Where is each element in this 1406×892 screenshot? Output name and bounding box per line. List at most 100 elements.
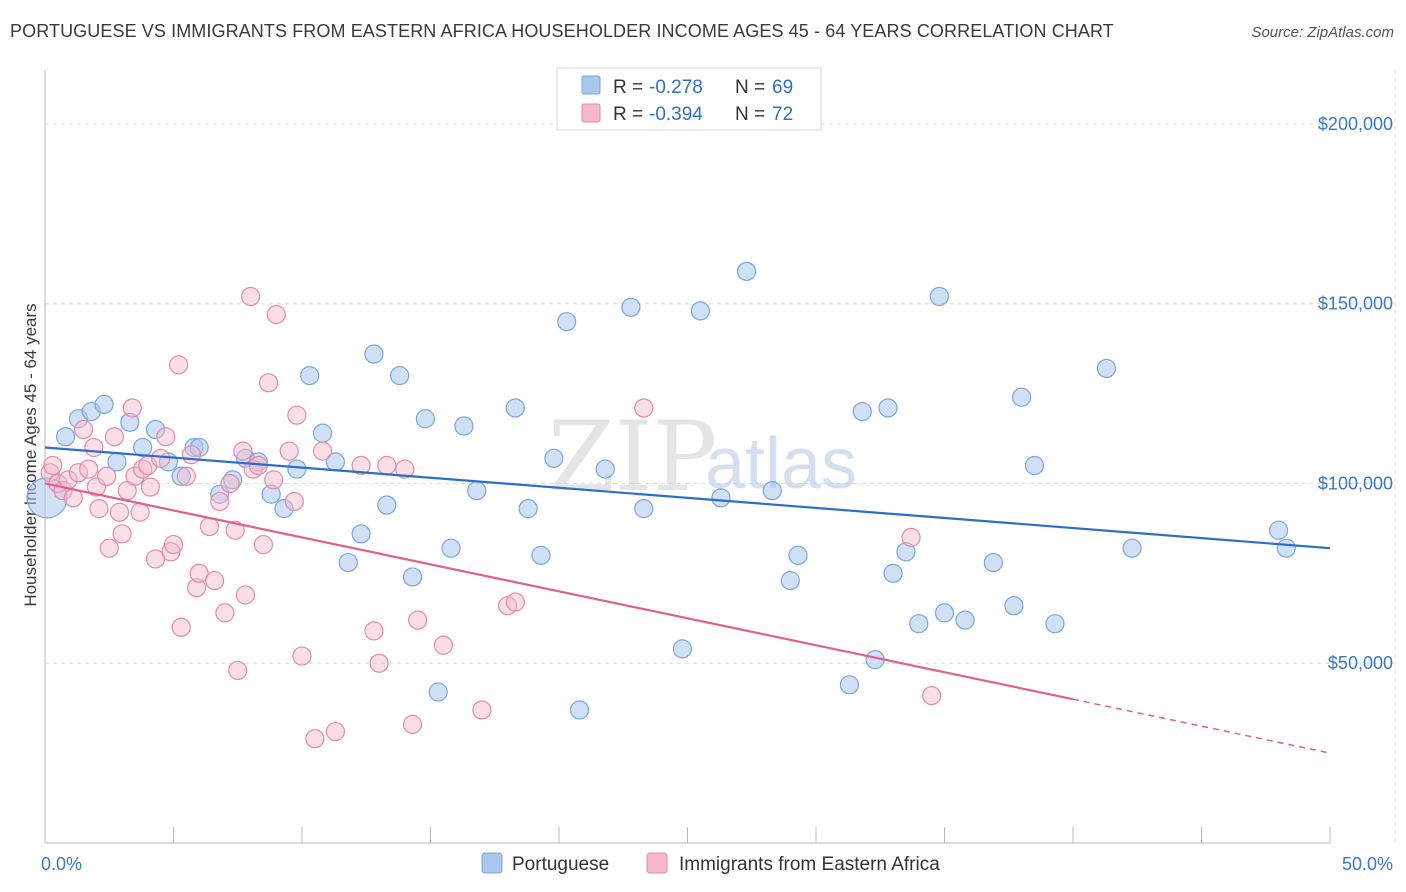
- x-tick-label: 0.0%: [41, 854, 82, 874]
- point-eastern-africa: [205, 570, 225, 591]
- point-eastern-africa: [279, 441, 299, 461]
- point-portuguese: [737, 261, 757, 281]
- point-portuguese: [896, 542, 916, 562]
- legend-swatch-portuguese: [581, 75, 601, 95]
- point-eastern-africa: [97, 466, 117, 486]
- point-eastern-africa: [109, 502, 130, 522]
- point-eastern-africa: [228, 660, 248, 681]
- point-eastern-africa: [225, 520, 245, 540]
- point-portuguese: [274, 499, 294, 519]
- point-portuguese: [1045, 614, 1065, 634]
- point-eastern-africa: [156, 427, 176, 447]
- watermark-zip: ZIP: [548, 401, 717, 513]
- point-eastern-africa: [130, 502, 150, 522]
- point-eastern-africa: [189, 563, 209, 583]
- point-portuguese: [1276, 538, 1296, 558]
- point-eastern-africa: [161, 542, 181, 562]
- point-eastern-africa: [89, 499, 109, 519]
- point-eastern-africa: [351, 455, 371, 476]
- point-eastern-africa: [171, 617, 191, 637]
- point-portuguese: [634, 499, 654, 519]
- point-eastern-africa: [215, 603, 235, 623]
- point-eastern-africa: [99, 538, 119, 558]
- point-eastern-africa: [253, 534, 274, 555]
- point-eastern-africa: [43, 455, 63, 476]
- point-portuguese: [544, 448, 564, 468]
- trend-line-eastern-africa-extension: [1072, 698, 1331, 754]
- point-portuguese: [441, 538, 461, 558]
- point-eastern-africa: [235, 585, 256, 605]
- point-portuguese: [402, 567, 423, 587]
- point-portuguese: [1011, 387, 1032, 407]
- point-eastern-africa: [40, 463, 60, 483]
- point-portuguese: [711, 488, 731, 508]
- legend-r-label-1: R =: [613, 77, 643, 98]
- point-eastern-africa: [634, 398, 654, 418]
- point-eastern-africa: [140, 477, 160, 497]
- point-eastern-africa: [181, 445, 202, 465]
- series-legend: Portuguese Immigrants from Eastern Afric…: [481, 852, 940, 875]
- point-eastern-africa: [73, 419, 94, 440]
- point-eastern-africa: [233, 441, 253, 461]
- point-portuguese: [189, 437, 209, 458]
- point-eastern-africa: [210, 491, 230, 512]
- point-portuguese: [1096, 358, 1117, 379]
- point-eastern-africa: [151, 448, 171, 468]
- point-eastern-africa: [305, 729, 325, 749]
- legend-swatch-eastern-africa: [581, 103, 601, 123]
- point-portuguese: [569, 700, 590, 720]
- point-portuguese: [1122, 538, 1142, 558]
- x-tick-labels: 0.0% 50.0%: [41, 854, 1393, 874]
- point-portuguese: [983, 552, 1003, 573]
- point-portuguese: [883, 563, 903, 583]
- point-eastern-africa: [258, 373, 279, 393]
- point-portuguese: [788, 545, 808, 565]
- point-eastern-africa: [433, 635, 453, 655]
- point-eastern-africa: [377, 455, 397, 476]
- y-tick-label: $200,000: [1318, 114, 1393, 134]
- bottom-legend-swatch-eastern-africa: [646, 852, 668, 874]
- point-portuguese: [55, 427, 76, 447]
- point-eastern-africa: [112, 524, 132, 544]
- point-portuguese: [505, 398, 525, 418]
- point-portuguese: [415, 409, 435, 429]
- point-eastern-africa: [266, 304, 286, 325]
- point-portuguese: [390, 366, 410, 386]
- point-portuguese: [120, 412, 140, 432]
- point-eastern-africa: [284, 491, 304, 512]
- point-portuguese: [145, 419, 166, 440]
- point-portuguese: [955, 610, 975, 630]
- point-portuguese: [852, 401, 872, 422]
- point-eastern-africa: [901, 527, 921, 547]
- point-portuguese: [364, 344, 384, 364]
- point-portuguese: [26, 477, 68, 519]
- point-portuguese: [780, 570, 800, 591]
- point-portuguese: [690, 301, 710, 321]
- y-axis-label: Householder Income Ages 45 - 64 years: [21, 303, 40, 606]
- point-eastern-africa: [369, 653, 389, 673]
- point-portuguese: [467, 481, 487, 501]
- point-portuguese: [454, 416, 474, 436]
- bottom-legend-swatch-portuguese: [481, 852, 503, 874]
- point-portuguese: [878, 398, 898, 418]
- point-portuguese: [518, 499, 538, 519]
- point-portuguese: [929, 286, 949, 307]
- point-portuguese: [672, 639, 692, 659]
- point-eastern-africa: [145, 549, 166, 569]
- point-portuguese: [909, 614, 929, 634]
- chart-title: PORTUGUESE VS IMMIGRANTS FROM EASTERN AF…: [10, 21, 1114, 41]
- legend-r-label-2: R =: [613, 104, 643, 125]
- point-portuguese: [621, 297, 641, 317]
- point-portuguese: [557, 312, 577, 332]
- point-portuguese: [1024, 455, 1045, 476]
- legend-n-label-2: N =: [735, 104, 765, 125]
- point-portuguese: [1268, 520, 1289, 540]
- point-portuguese: [428, 682, 448, 702]
- point-portuguese: [287, 459, 307, 479]
- point-eastern-africa: [364, 621, 384, 641]
- trend-line-eastern-africa: [44, 482, 1074, 701]
- y-tick-label: $150,000: [1318, 294, 1393, 314]
- legend-n-value-2: 72: [772, 104, 793, 125]
- trend-line-portuguese: [44, 446, 1331, 550]
